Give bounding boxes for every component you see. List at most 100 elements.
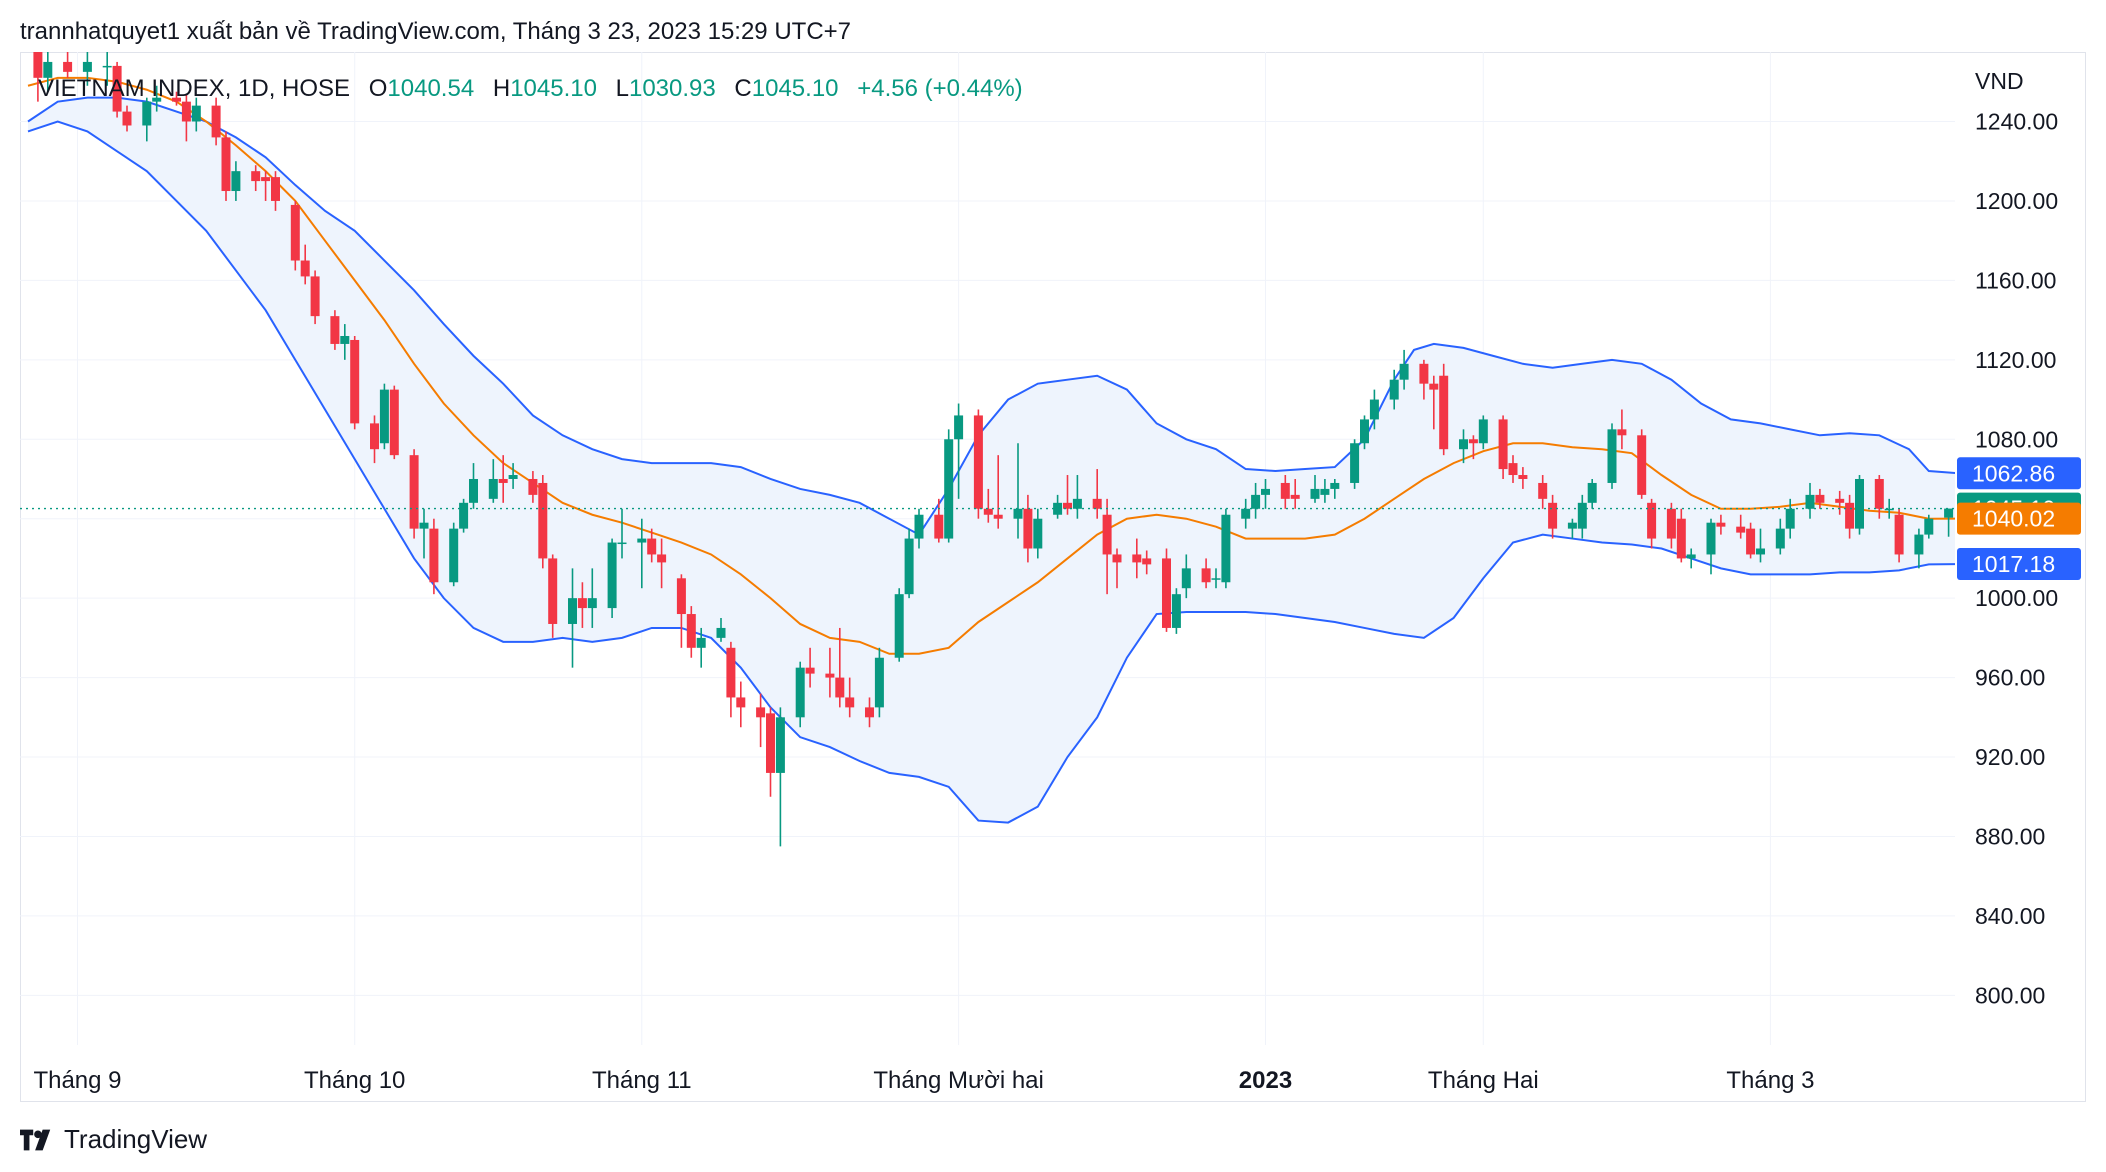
candle-down bbox=[1468, 435, 1478, 460]
candle-down bbox=[1063, 475, 1072, 515]
candle-down bbox=[1676, 508, 1686, 563]
candle-down bbox=[1548, 494, 1558, 539]
candle-up bbox=[1686, 548, 1696, 569]
candle-body bbox=[1419, 363, 1429, 384]
footer-brand[interactable]: TradingView bbox=[20, 1124, 207, 1155]
candle-down bbox=[1429, 375, 1439, 430]
price-badge: 1040.02 bbox=[1957, 502, 2081, 535]
y-tick-label: 920.00 bbox=[1975, 744, 2045, 770]
candle-down bbox=[261, 171, 271, 201]
candle-body bbox=[1855, 478, 1864, 529]
candle-down bbox=[825, 647, 835, 698]
currency-label[interactable]: VND bbox=[1975, 68, 2024, 94]
candle-body bbox=[1548, 502, 1558, 529]
candle-down bbox=[310, 270, 320, 325]
candle-up bbox=[1369, 389, 1379, 430]
candle-body bbox=[1112, 554, 1122, 563]
candle-down bbox=[647, 528, 657, 563]
x-tick-label: Tháng 3 bbox=[1726, 1067, 1814, 1094]
candle-up bbox=[1587, 478, 1597, 509]
candle-down bbox=[973, 409, 983, 519]
candle-down bbox=[409, 449, 419, 539]
y-tick-label: 1160.00 bbox=[1975, 267, 2056, 293]
candle-body bbox=[1518, 475, 1528, 479]
x-tick-label: Tháng Hai bbox=[1428, 1067, 1539, 1094]
candle-up bbox=[1756, 528, 1765, 563]
candle-body bbox=[1835, 498, 1845, 503]
candle-down bbox=[1835, 490, 1845, 515]
price-badge-bg bbox=[1957, 457, 2081, 490]
candle-body bbox=[1201, 568, 1211, 583]
candle-up bbox=[1924, 514, 1934, 539]
price-badge: 1017.18 bbox=[1957, 548, 2081, 581]
candle-up bbox=[1072, 475, 1082, 519]
candle-down bbox=[1092, 469, 1102, 519]
y-tick-label: 1240.00 bbox=[1975, 109, 2058, 135]
candle-down bbox=[1162, 548, 1171, 632]
candle-body bbox=[528, 478, 538, 495]
candle-body bbox=[1716, 522, 1726, 527]
candle-body bbox=[1746, 528, 1756, 555]
candle-down bbox=[1518, 467, 1528, 489]
candle-up bbox=[1033, 508, 1043, 559]
candle-down bbox=[1716, 514, 1726, 535]
candle-body bbox=[736, 697, 746, 708]
candle-up bbox=[1785, 498, 1795, 539]
candle-down bbox=[498, 455, 508, 503]
bollinger-band-fill bbox=[28, 97, 1955, 823]
candle-body bbox=[1290, 494, 1300, 499]
candle-body bbox=[1221, 514, 1231, 583]
candle-body bbox=[231, 171, 241, 192]
close-label: C bbox=[734, 75, 752, 102]
candle-body bbox=[1330, 482, 1340, 489]
candle-body bbox=[657, 554, 667, 563]
candle-body bbox=[1874, 478, 1884, 509]
candle-body bbox=[1944, 508, 1954, 518]
candle-down bbox=[736, 681, 746, 728]
candle-down bbox=[1112, 548, 1122, 589]
close-value: 1045.10 bbox=[751, 75, 839, 102]
candle-body bbox=[1092, 498, 1102, 509]
candle-down bbox=[1666, 502, 1676, 549]
candle-up bbox=[43, 52, 53, 92]
candle-down bbox=[112, 61, 122, 118]
candle-body bbox=[538, 482, 548, 559]
candle-down bbox=[756, 693, 766, 748]
candle-down bbox=[993, 455, 1003, 529]
candle-body bbox=[1637, 435, 1647, 495]
candle-down bbox=[577, 582, 587, 628]
candle-down bbox=[251, 165, 261, 192]
y-tick-label: 880.00 bbox=[1975, 823, 2045, 849]
candle-up bbox=[231, 161, 241, 201]
candle-body bbox=[191, 105, 201, 122]
candle-body bbox=[122, 111, 132, 126]
chart-frame[interactable] bbox=[20, 52, 2086, 1102]
candle-body bbox=[637, 538, 647, 543]
candle-up bbox=[1459, 429, 1468, 464]
price-badge-label: 1062.86 bbox=[1972, 460, 2055, 486]
candle-body bbox=[1587, 482, 1597, 503]
candle-up bbox=[617, 508, 627, 559]
candle-body bbox=[1775, 528, 1785, 549]
candle-body bbox=[686, 614, 696, 648]
candle-up bbox=[944, 429, 954, 543]
candle-up bbox=[191, 97, 201, 132]
candle-body bbox=[261, 177, 271, 182]
candle-body bbox=[1666, 508, 1676, 539]
candle-body bbox=[172, 97, 181, 102]
y-tick-label: 840.00 bbox=[1975, 903, 2045, 929]
candle-body bbox=[112, 65, 122, 112]
candle-up bbox=[1607, 423, 1617, 489]
candle-up bbox=[1389, 369, 1399, 410]
candle-body bbox=[152, 97, 162, 102]
candle-body bbox=[1607, 429, 1617, 483]
candle-body bbox=[142, 101, 152, 126]
candle-body bbox=[914, 514, 924, 539]
candle-down bbox=[389, 385, 399, 460]
candle-up bbox=[716, 618, 726, 642]
candle-body bbox=[617, 542, 627, 545]
candle-body bbox=[1756, 548, 1765, 555]
symbol-name[interactable]: VIETNAM INDEX, 1D, HOSE bbox=[38, 75, 351, 102]
candle-body bbox=[429, 528, 439, 583]
